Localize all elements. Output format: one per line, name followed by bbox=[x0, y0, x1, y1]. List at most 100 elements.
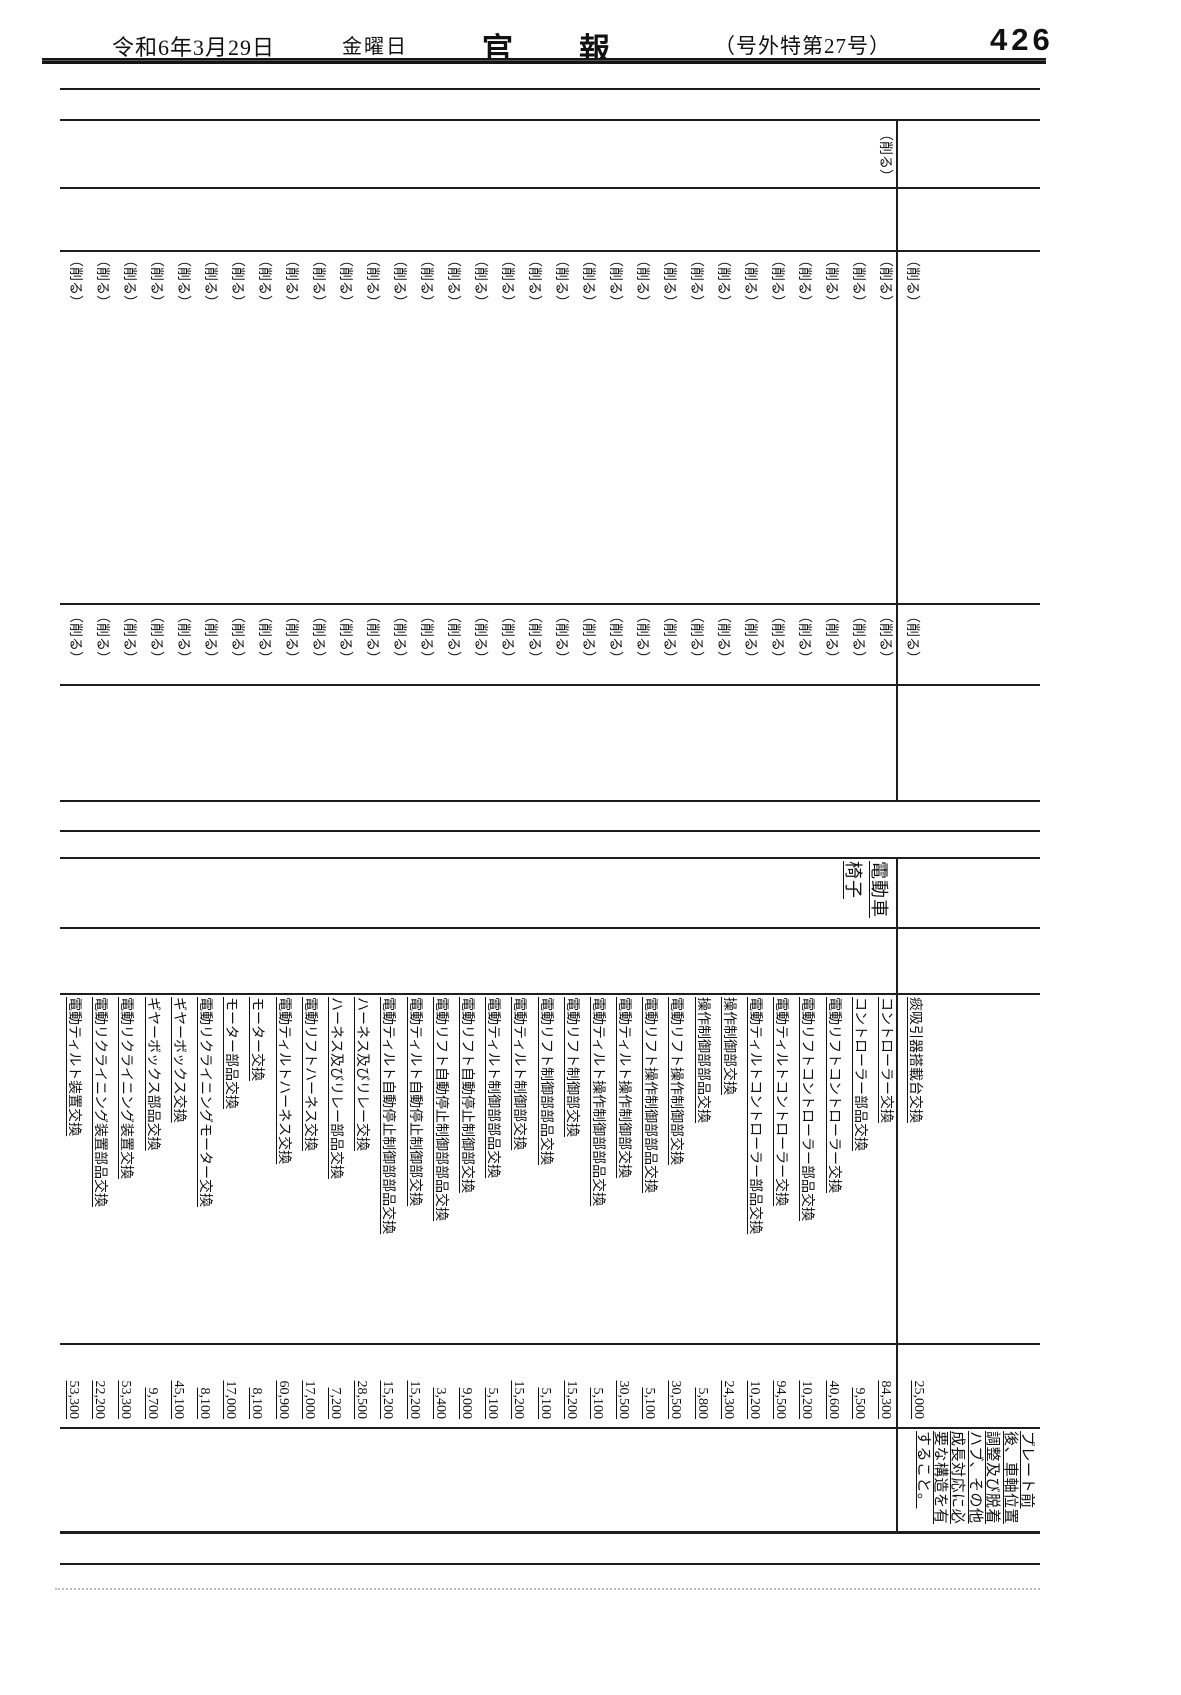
repair-name: 電動リフトコントローラー部品交換 bbox=[799, 997, 815, 1221]
repair-price: 9,000 bbox=[458, 1387, 474, 1420]
repair-price: 15,200 bbox=[563, 1380, 579, 1420]
delete-marker: （削る） bbox=[850, 609, 865, 665]
repair-price: 10,200 bbox=[747, 1380, 763, 1420]
delete-marker: （削る） bbox=[121, 609, 136, 665]
delete-marker: （削る） bbox=[202, 253, 217, 309]
delete-marker: （削る） bbox=[823, 253, 838, 309]
repair-name: ハーネス及びリレー交換 bbox=[354, 997, 370, 1151]
repair-row: 電動ティルト自動停止制御部部品交換 15,200 bbox=[374, 830, 400, 1563]
repair-row: 電動ティルトハーネス交換 60,900 bbox=[270, 830, 296, 1563]
repair-name: ハーネス及びリレー部品交換 bbox=[328, 997, 344, 1179]
delete-marker: （削る） bbox=[337, 609, 352, 665]
delete-marker: （削る） bbox=[823, 609, 838, 665]
delete-marker: （削る） bbox=[472, 253, 487, 309]
repair-name: ギヤーボックス交換 bbox=[170, 997, 186, 1123]
repair-row: 電動リフト操作制御部部品交換 5,100 bbox=[636, 830, 662, 1563]
issue-number: （号外特第27号） bbox=[714, 34, 891, 58]
delete-marker: （削る） bbox=[499, 253, 514, 309]
repair-row: 電動リフトコントローラー部品交換 10,200 bbox=[793, 830, 819, 1563]
repair-name: モーター部品交換 bbox=[223, 997, 239, 1109]
delete-marker: （削る） bbox=[553, 253, 568, 309]
repair-row: 電動リフト自動停止制御部部品交換 3,400 bbox=[427, 830, 453, 1563]
repair-price: 5,100 bbox=[537, 1387, 553, 1420]
delete-marker: （削る） bbox=[364, 609, 379, 665]
delete-marker: （削る） bbox=[688, 253, 703, 309]
delete-marker: （削る） bbox=[229, 253, 244, 309]
repair-name: 電動リフト操作制御部部品交換 bbox=[642, 997, 658, 1193]
header: 令和6年3月29日 金曜日 官報 （号外特第27号） 426 bbox=[42, 22, 1050, 67]
delete-marker: （削る） bbox=[283, 609, 298, 665]
delete-marker: （削る） bbox=[175, 609, 190, 665]
column-line bbox=[60, 1563, 1040, 1565]
repair-price: 17,000 bbox=[301, 1380, 317, 1420]
column-line bbox=[60, 684, 1040, 686]
repair-row: コントローラー部品交換 9,500 bbox=[846, 830, 872, 1563]
repair-name: 電動ティルト自動停止制御部部品交換 bbox=[380, 997, 396, 1235]
page-fold-mark bbox=[55, 1588, 1040, 1590]
repair-row: 電動ティルトコントローラー交換 94,500 bbox=[767, 830, 793, 1563]
repair-name: 電動リフトハーネス交換 bbox=[301, 997, 317, 1151]
repair-price: 17,000 bbox=[223, 1380, 239, 1420]
repair-price: 8,100 bbox=[197, 1387, 213, 1420]
delete-marker: （削る） bbox=[607, 253, 622, 309]
delete-marker: （削る） bbox=[499, 609, 514, 665]
repair-name: 電動ティルト制御部部品交換 bbox=[485, 997, 501, 1179]
delete-marker: （削る） bbox=[634, 609, 649, 665]
repair-price: 9,700 bbox=[144, 1387, 160, 1420]
repair-row: 電動リフト操作制御部交換 30,500 bbox=[662, 830, 688, 1563]
repair-price: 5,100 bbox=[589, 1387, 605, 1420]
delete-marker: （削る） bbox=[796, 253, 811, 309]
delete-marker: （削る） bbox=[877, 253, 892, 309]
repair-price: 15,200 bbox=[380, 1380, 396, 1420]
delete-marker: （削る） bbox=[148, 609, 163, 665]
delete-marker: （削る） bbox=[796, 609, 811, 665]
repair-name: 電動リフト制御部交換 bbox=[563, 997, 579, 1137]
column-line bbox=[60, 88, 1040, 90]
repair-name: コントローラー交換 bbox=[878, 997, 893, 1123]
repair-name: モーター交換 bbox=[249, 997, 265, 1081]
repair-name: 電動ティルトコントローラー交換 bbox=[773, 997, 789, 1207]
delete-marker: （削る） bbox=[580, 609, 595, 665]
delete-marker: （削る） bbox=[310, 609, 325, 665]
repair-name: 電動リフト自動停止制御部交換 bbox=[458, 997, 474, 1193]
repair-price: 53,300 bbox=[66, 1380, 82, 1420]
first-row-name: 痰吸引器搭載台交換 bbox=[907, 997, 922, 1123]
delete-marker: （削る） bbox=[391, 609, 406, 665]
delete-marker: （削る） bbox=[202, 609, 217, 665]
delete-marker: （削る） bbox=[877, 609, 892, 665]
repair-price: 5,100 bbox=[642, 1387, 658, 1420]
repair-price: 53,300 bbox=[118, 1380, 134, 1420]
repair-name: 電動ティルトハーネス交換 bbox=[275, 997, 291, 1165]
repair-name: 操作制御部交換 bbox=[720, 997, 736, 1095]
repair-name: 電動リフト自動停止制御部部品交換 bbox=[432, 997, 448, 1221]
repair-row: 電動リクライニングモーター交換 8,100 bbox=[191, 830, 217, 1563]
delete-marker: （削る） bbox=[94, 609, 109, 665]
delete-marker: （削る） bbox=[850, 253, 865, 309]
delete-marker: （削る） bbox=[364, 253, 379, 309]
delete-marker: （削る） bbox=[769, 253, 784, 309]
delete-marker: （削る） bbox=[904, 253, 919, 309]
delete-marker: （削る） bbox=[472, 609, 487, 665]
repair-row: 電動ティルト自動停止制御部交換 15,200 bbox=[401, 830, 427, 1563]
repair-price: 15,200 bbox=[406, 1380, 422, 1420]
page-number: 426 bbox=[990, 22, 1054, 57]
repair-price: 45,100 bbox=[170, 1380, 186, 1420]
repair-price: 24,300 bbox=[720, 1380, 736, 1420]
remarks-note: プレート前後、車軸位置調整及び脱着ハブ、その他成長対応に必要な構造を有すること。 bbox=[914, 1431, 1035, 1525]
column-line bbox=[60, 119, 1040, 121]
repair-row: 電動ティルトコントローラー部品交換 10,200 bbox=[741, 830, 767, 1563]
repair-name: 操作制御部部品交換 bbox=[694, 997, 710, 1123]
delete-marker: （削る） bbox=[418, 609, 433, 665]
repair-row: 電動リクライニング装置交換 53,300 bbox=[113, 830, 139, 1563]
repair-name: 電動リクライニング装置交換 bbox=[118, 997, 134, 1179]
repair-name: 電動リクライニング装置部品交換 bbox=[92, 997, 108, 1207]
upper-amendment-table: （削る） （削る） （削る） （削る） （削る） （削る） （削る） （削る） （削る） （削る）… bbox=[60, 88, 1040, 802]
delete-marker: （削る） bbox=[580, 253, 595, 309]
delete-marker: （削る） bbox=[445, 609, 460, 665]
delete-marker: （削る） bbox=[877, 127, 892, 183]
repair-price: 5,100 bbox=[485, 1387, 501, 1420]
column-line bbox=[60, 603, 1040, 605]
delete-marker: （削る） bbox=[769, 609, 784, 665]
delete-marker: （削る） bbox=[175, 253, 190, 309]
delete-marker: （削る） bbox=[904, 609, 919, 665]
